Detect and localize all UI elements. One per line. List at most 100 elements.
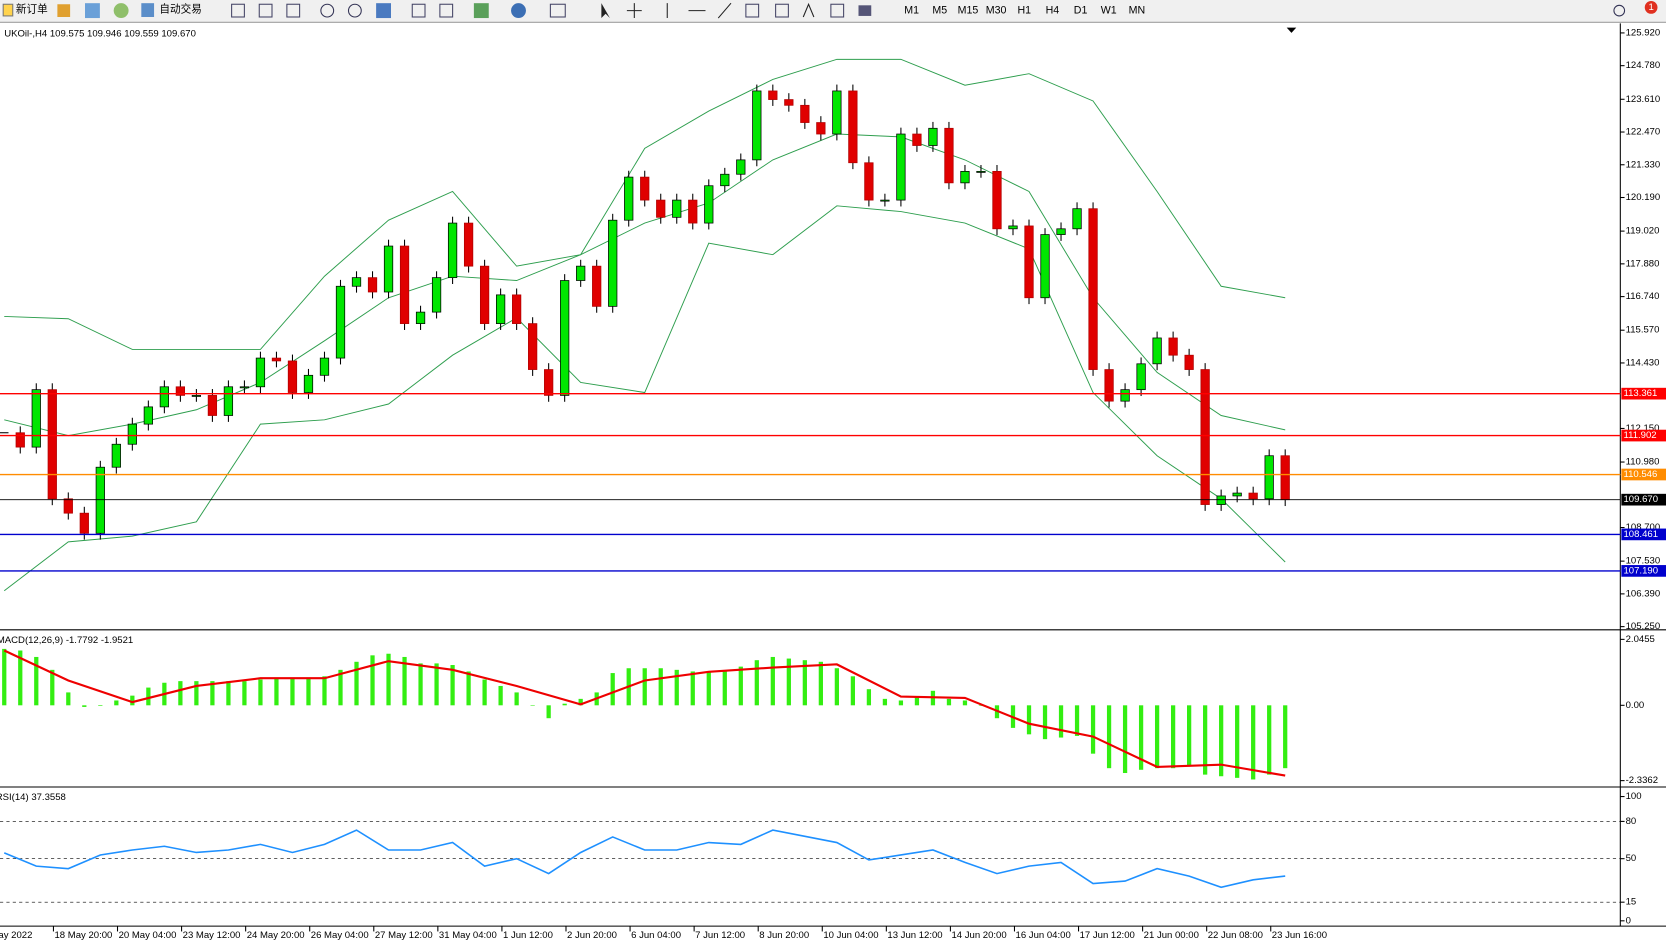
macd-tick-label: 0.00 <box>1626 700 1645 711</box>
macd-bar <box>1187 705 1192 767</box>
candle <box>944 127 954 184</box>
price-tick-label: 116.740 <box>1626 291 1660 302</box>
candle <box>47 389 57 500</box>
price-level-tag <box>1621 493 1666 506</box>
price-level-label: 111.902 <box>1623 430 1656 441</box>
macd-bar <box>66 692 71 706</box>
time-label: 18 May 20:00 <box>55 930 113 941</box>
macd-bar <box>466 671 471 706</box>
candle <box>1040 234 1050 299</box>
macd-bar <box>786 658 791 706</box>
macd-bar <box>850 676 856 706</box>
icon[interactable] <box>85 3 100 19</box>
macd-bar <box>642 668 647 706</box>
timeframe-button[interactable]: M30 <box>986 4 1007 16</box>
macd-bar <box>946 698 952 706</box>
cursor-tool[interactable] <box>601 3 610 19</box>
macd-bar <box>370 655 375 706</box>
timeframe-button[interactable]: W1 <box>1101 4 1117 16</box>
candle <box>399 245 410 324</box>
candle <box>656 199 666 218</box>
macd-bar <box>2 648 7 706</box>
notification-badge[interactable] <box>1644 1 1658 14</box>
price-tick-label: 112.150 <box>1626 423 1660 434</box>
icon[interactable] <box>439 3 454 18</box>
icon[interactable] <box>775 3 789 18</box>
zoom-out[interactable] <box>347 3 362 18</box>
new-order-icon[interactable] <box>2 3 14 17</box>
price-pane-bg <box>0 25 1621 630</box>
icon[interactable] <box>745 3 760 18</box>
icon[interactable] <box>258 3 273 18</box>
macd-bar <box>338 669 343 706</box>
time-label: 21 Jun 00:00 <box>1144 930 1199 941</box>
macd-bar <box>242 681 247 706</box>
macd-bar <box>1235 705 1240 778</box>
icon[interactable] <box>57 4 71 17</box>
time-label: 13 Jun 12:00 <box>887 930 942 941</box>
timeframe-button[interactable]: M15 <box>958 4 979 16</box>
candle <box>784 99 794 106</box>
candle <box>576 265 586 281</box>
icon[interactable] <box>473 3 489 19</box>
icon[interactable] <box>113 3 129 19</box>
timeframe-button[interactable]: MN <box>1129 4 1146 16</box>
candle <box>1264 455 1274 500</box>
text-tool[interactable] <box>802 2 815 18</box>
autotrade-button[interactable]: 自动交易 <box>159 2 201 15</box>
icon[interactable] <box>231 3 245 18</box>
macd-bar <box>274 678 279 706</box>
macd-signal <box>3 649 1286 777</box>
rsi-tick-label: 100 <box>1626 791 1642 802</box>
candle <box>415 311 426 324</box>
macd-bar <box>402 656 407 706</box>
candle <box>512 294 522 324</box>
macd-bar <box>1283 705 1288 769</box>
new-order-button[interactable]: 新订单 <box>16 2 48 15</box>
icon[interactable] <box>376 3 391 19</box>
crosshair-tool[interactable] <box>626 3 642 19</box>
price-level-label: 109.670 <box>1623 494 1658 505</box>
time-label: 20 May 04:00 <box>119 930 177 941</box>
timeframe-button[interactable]: M1 <box>904 4 919 16</box>
macd-bar <box>34 656 39 706</box>
timeframes: M1 M5 M15 M30 H1 H4 D1 W1 MN <box>904 4 1145 16</box>
bollinger-middle <box>4 133 1286 437</box>
price-level-tag <box>1621 528 1666 541</box>
candle <box>239 386 250 389</box>
timeframe-button[interactable]: D1 <box>1074 4 1088 16</box>
macd-bar <box>178 681 183 706</box>
price-tick-label: 123.610 <box>1626 94 1661 105</box>
price-tick-label: 110.980 <box>1626 457 1660 468</box>
macd-bar <box>386 653 391 706</box>
line-tools[interactable] <box>666 2 732 19</box>
candle <box>63 498 73 514</box>
autotrade-icon[interactable] <box>141 3 155 17</box>
tool-icons <box>231 2 872 19</box>
macd-bar <box>1219 705 1224 777</box>
label-tool[interactable] <box>830 3 845 18</box>
candle <box>1200 369 1210 505</box>
icon[interactable] <box>511 3 526 19</box>
shapes-tool[interactable] <box>858 5 872 16</box>
candle <box>255 357 266 388</box>
icon[interactable] <box>286 3 301 18</box>
candle <box>880 199 890 202</box>
candle <box>1120 389 1130 402</box>
price-level-label: 113.361 <box>1623 388 1657 399</box>
candle <box>191 395 202 397</box>
timeframe-button[interactable]: M5 <box>932 4 947 16</box>
icon[interactable] <box>549 3 566 18</box>
search[interactable] <box>1613 4 1626 17</box>
timeframe-button[interactable]: H1 <box>1017 4 1031 16</box>
candle <box>864 162 874 201</box>
price-tick-label: 122.470 <box>1626 127 1661 138</box>
candle <box>1072 208 1082 230</box>
zoom-in[interactable] <box>320 3 335 18</box>
timeframe-button[interactable]: H4 <box>1046 4 1060 16</box>
candle <box>1184 354 1194 370</box>
icon[interactable] <box>411 3 426 18</box>
time-label: 16 Jun 04:00 <box>1016 930 1071 941</box>
macd-bar <box>290 678 295 706</box>
time-label: 17 Jun 12:00 <box>1080 930 1135 941</box>
